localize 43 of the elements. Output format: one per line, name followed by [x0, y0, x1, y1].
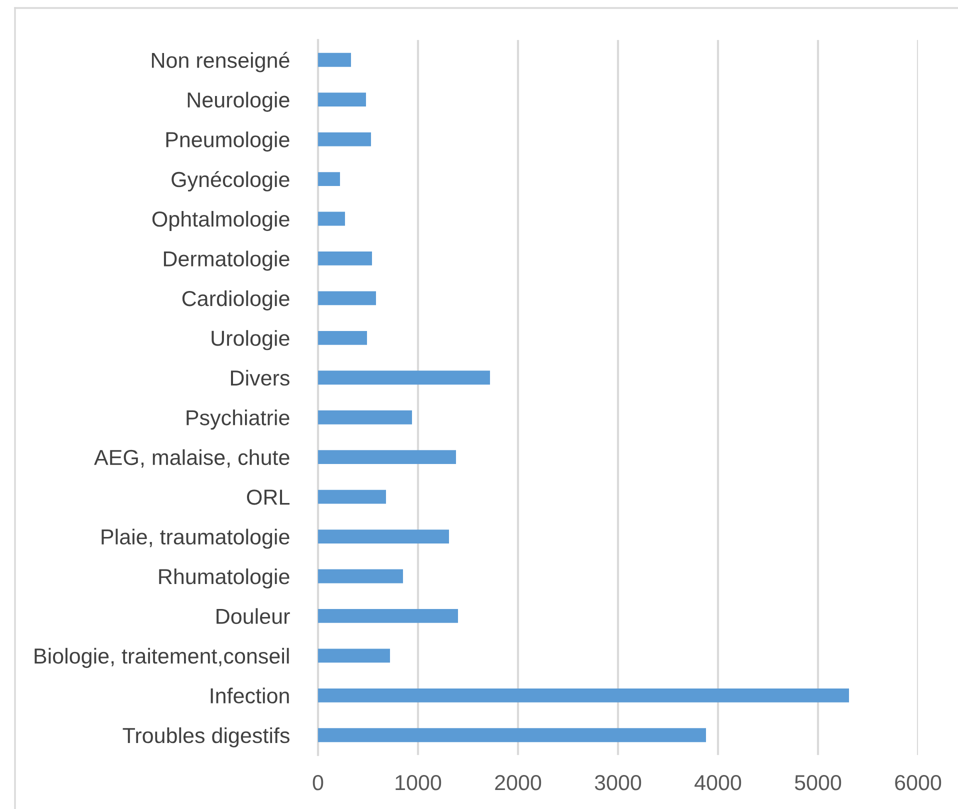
bar: [318, 609, 458, 623]
x-tick-label: 0: [312, 775, 324, 790]
x-tick-label: 3000: [594, 775, 642, 790]
bar: [318, 688, 849, 702]
bar: [318, 172, 340, 186]
bar: [318, 490, 386, 504]
y-tick-label: Rhumatologie: [159, 568, 290, 589]
y-tick-label: Douleur: [216, 608, 290, 624]
x-tick-label: 5000: [794, 775, 842, 790]
bar: [318, 728, 706, 742]
bar: [318, 92, 366, 107]
y-tick-label: AEG, malaise, chute: [94, 449, 290, 468]
y-tick-label: Pneumologie: [166, 132, 290, 152]
y-tick-label: Dermatologie: [164, 250, 290, 271]
bar: [318, 252, 372, 266]
y-tick-label: Troubles digestifs: [122, 727, 290, 748]
bar: [318, 410, 412, 424]
bar: [318, 370, 490, 385]
y-tick-label: Gynécologie: [172, 171, 290, 192]
y-tick-label: Plaie, traumatologie: [102, 528, 290, 549]
bar: [318, 52, 351, 67]
bar: [318, 569, 403, 584]
bar: [318, 530, 449, 544]
y-tick-label: Psychiatrie: [186, 410, 290, 430]
y-tick-label: Neurologie: [188, 92, 290, 112]
y-tick-label: Urologie: [212, 330, 290, 350]
bar: [318, 132, 371, 146]
y-tick-label: Divers: [230, 370, 290, 386]
y-tick-label: ORL: [246, 490, 290, 505]
bar: [318, 648, 390, 663]
y-tick-label: Biologie, traitement,conseil: [34, 648, 289, 668]
bar: [318, 330, 367, 345]
bar: [318, 291, 376, 306]
y-tick-label: Infection: [210, 688, 289, 704]
x-tick-label: 1000: [396, 775, 442, 790]
bar: [318, 212, 345, 226]
x-tick-label: 6000: [895, 775, 942, 790]
bar: [318, 450, 456, 464]
y-tick-label: Cardiologie: [182, 290, 290, 310]
x-tick-label: 2000: [495, 775, 542, 790]
y-tick-label: Non renseigné: [152, 52, 290, 72]
x-tick-label: 4000: [694, 775, 742, 790]
y-tick-label: Ophtalmologie: [152, 210, 290, 232]
